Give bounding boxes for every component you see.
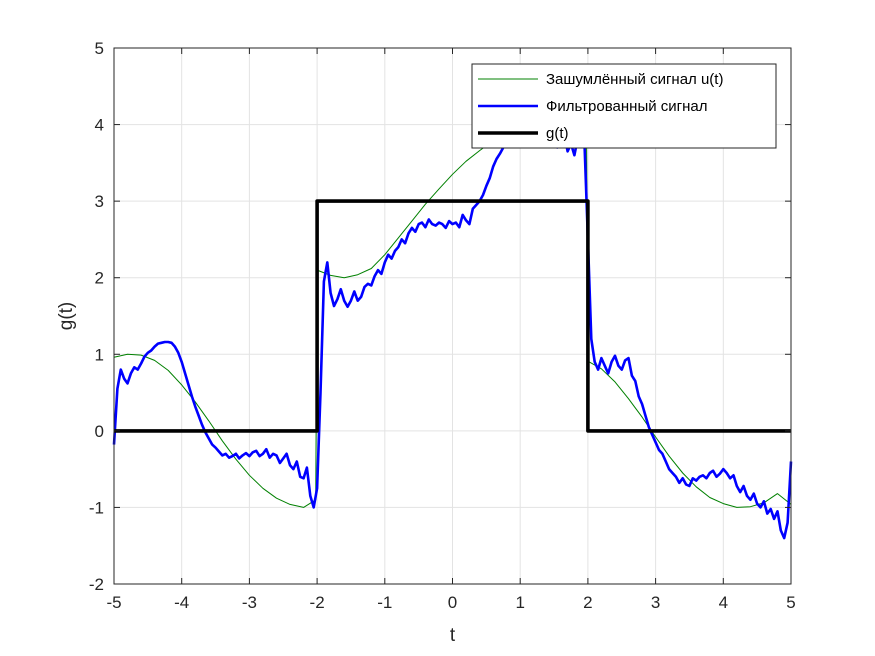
y-tick-label: -2 — [89, 575, 104, 594]
y-tick-label: 5 — [95, 39, 104, 58]
x-tick-label: -4 — [174, 593, 189, 612]
y-tick-label: 3 — [95, 192, 104, 211]
x-tick-label: -2 — [310, 593, 325, 612]
x-tick-label: 2 — [583, 593, 592, 612]
series-layer — [112, 111, 793, 540]
legend-entry-noisy-signal: Зашумлённый сигнал u(t) — [546, 71, 723, 88]
x-tick-label: 4 — [719, 593, 728, 612]
x-tick-label: -1 — [377, 593, 392, 612]
ticks — [113, 47, 792, 585]
y-tick-label: -1 — [89, 498, 104, 517]
x-tick-label: 1 — [515, 593, 524, 612]
tick-labels: -5 -4 -3 -2 -1 0 1 2 3 4 5 -2 -1 0 1 2 3 4 5 — [89, 39, 796, 612]
y-tick-label: 2 — [95, 269, 104, 288]
x-tick-label: 3 — [651, 593, 660, 612]
y-tick-label: 1 — [95, 345, 104, 364]
x-tick-label: -5 — [106, 593, 121, 612]
legend[interactable]: Зашумлённый сигнал u(t) Фильтрованный си… — [471, 63, 777, 149]
x-tick-label: 5 — [786, 593, 795, 612]
x-tick-label: 0 — [448, 593, 457, 612]
legend-entry-g: g(t) — [546, 125, 569, 142]
series-filtered-signal — [112, 111, 793, 540]
x-axis-label: t — [450, 625, 456, 646]
y-tick-label: 0 — [95, 422, 104, 441]
y-tick-label: 4 — [95, 116, 104, 135]
legend-entry-filtered-signal: Фильтрованный сигнал — [546, 98, 708, 115]
series-g — [114, 199, 791, 433]
x-tick-label: -3 — [242, 593, 257, 612]
y-axis-label: g(t) — [56, 302, 77, 331]
series-noisy-signal — [113, 124, 792, 508]
